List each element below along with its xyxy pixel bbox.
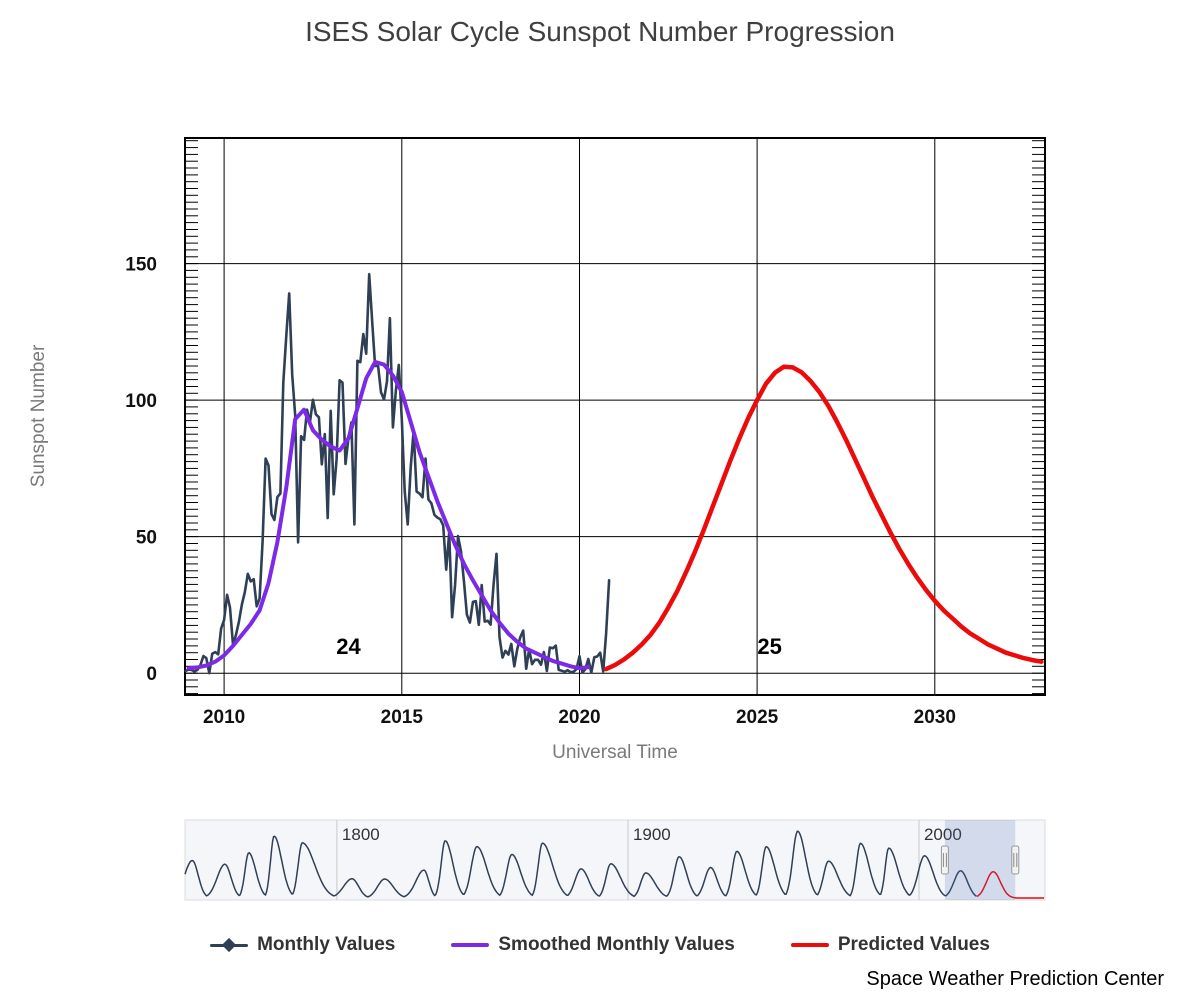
- navigator-tick-label: 1800: [342, 825, 380, 844]
- plot-frame: [184, 137, 1046, 696]
- x-axis-title: Universal Time: [552, 742, 678, 763]
- navigator-handle-left[interactable]: [940, 845, 949, 875]
- legend-label-predicted: Predicted Values: [837, 934, 990, 955]
- smoothed-monthly-values-line: [186, 359, 591, 671]
- x-tick-label: 2030: [914, 707, 956, 728]
- x-tick-label: 2010: [203, 707, 245, 728]
- legend: Monthly Values Smoothed Monthly Values P…: [0, 934, 1200, 956]
- x-tick-label: 2025: [736, 707, 779, 728]
- navigator-tick-label: 2000: [924, 825, 962, 844]
- legend-item-smoothed[interactable]: Smoothed Monthly Values: [451, 934, 735, 956]
- navigator-selected-range[interactable]: [944, 820, 1016, 900]
- y-tick-label: 50: [136, 528, 157, 549]
- y-tick-label: 0: [146, 664, 157, 685]
- smoothed-values-marker-icon: [451, 943, 490, 947]
- chart-title: ISES Solar Cycle Sunspot Number Progress…: [305, 16, 895, 47]
- y-tick-label: 100: [125, 391, 157, 412]
- legend-item-predicted[interactable]: Predicted Values: [790, 934, 990, 956]
- cycle-25-label: 25: [757, 634, 781, 659]
- cycle-24-label: 24: [336, 634, 361, 659]
- predicted-values-marker-icon: [790, 943, 829, 947]
- monthly-values-line: [184, 272, 611, 675]
- predicted-values-line: [603, 364, 1044, 672]
- legend-label-smoothed: Smoothed Monthly Values: [498, 934, 735, 955]
- credit-label: Space Weather Prediction Center: [866, 968, 1164, 990]
- navigator-historical-line: [184, 830, 977, 898]
- navigator-tick-label: 1900: [633, 825, 671, 844]
- x-tick-label: 2020: [558, 707, 600, 728]
- y-tick-label: 150: [125, 255, 157, 276]
- navigator-background: [184, 819, 1046, 901]
- legend-label-monthly: Monthly Values: [257, 934, 396, 955]
- legend-item-monthly[interactable]: Monthly Values: [210, 934, 395, 956]
- x-tick-label: 2015: [381, 707, 424, 728]
- navigator-predicted-line: [976, 870, 1045, 899]
- monthly-values-marker-icon: [210, 943, 249, 947]
- navigator-handle-right[interactable]: [1011, 845, 1020, 875]
